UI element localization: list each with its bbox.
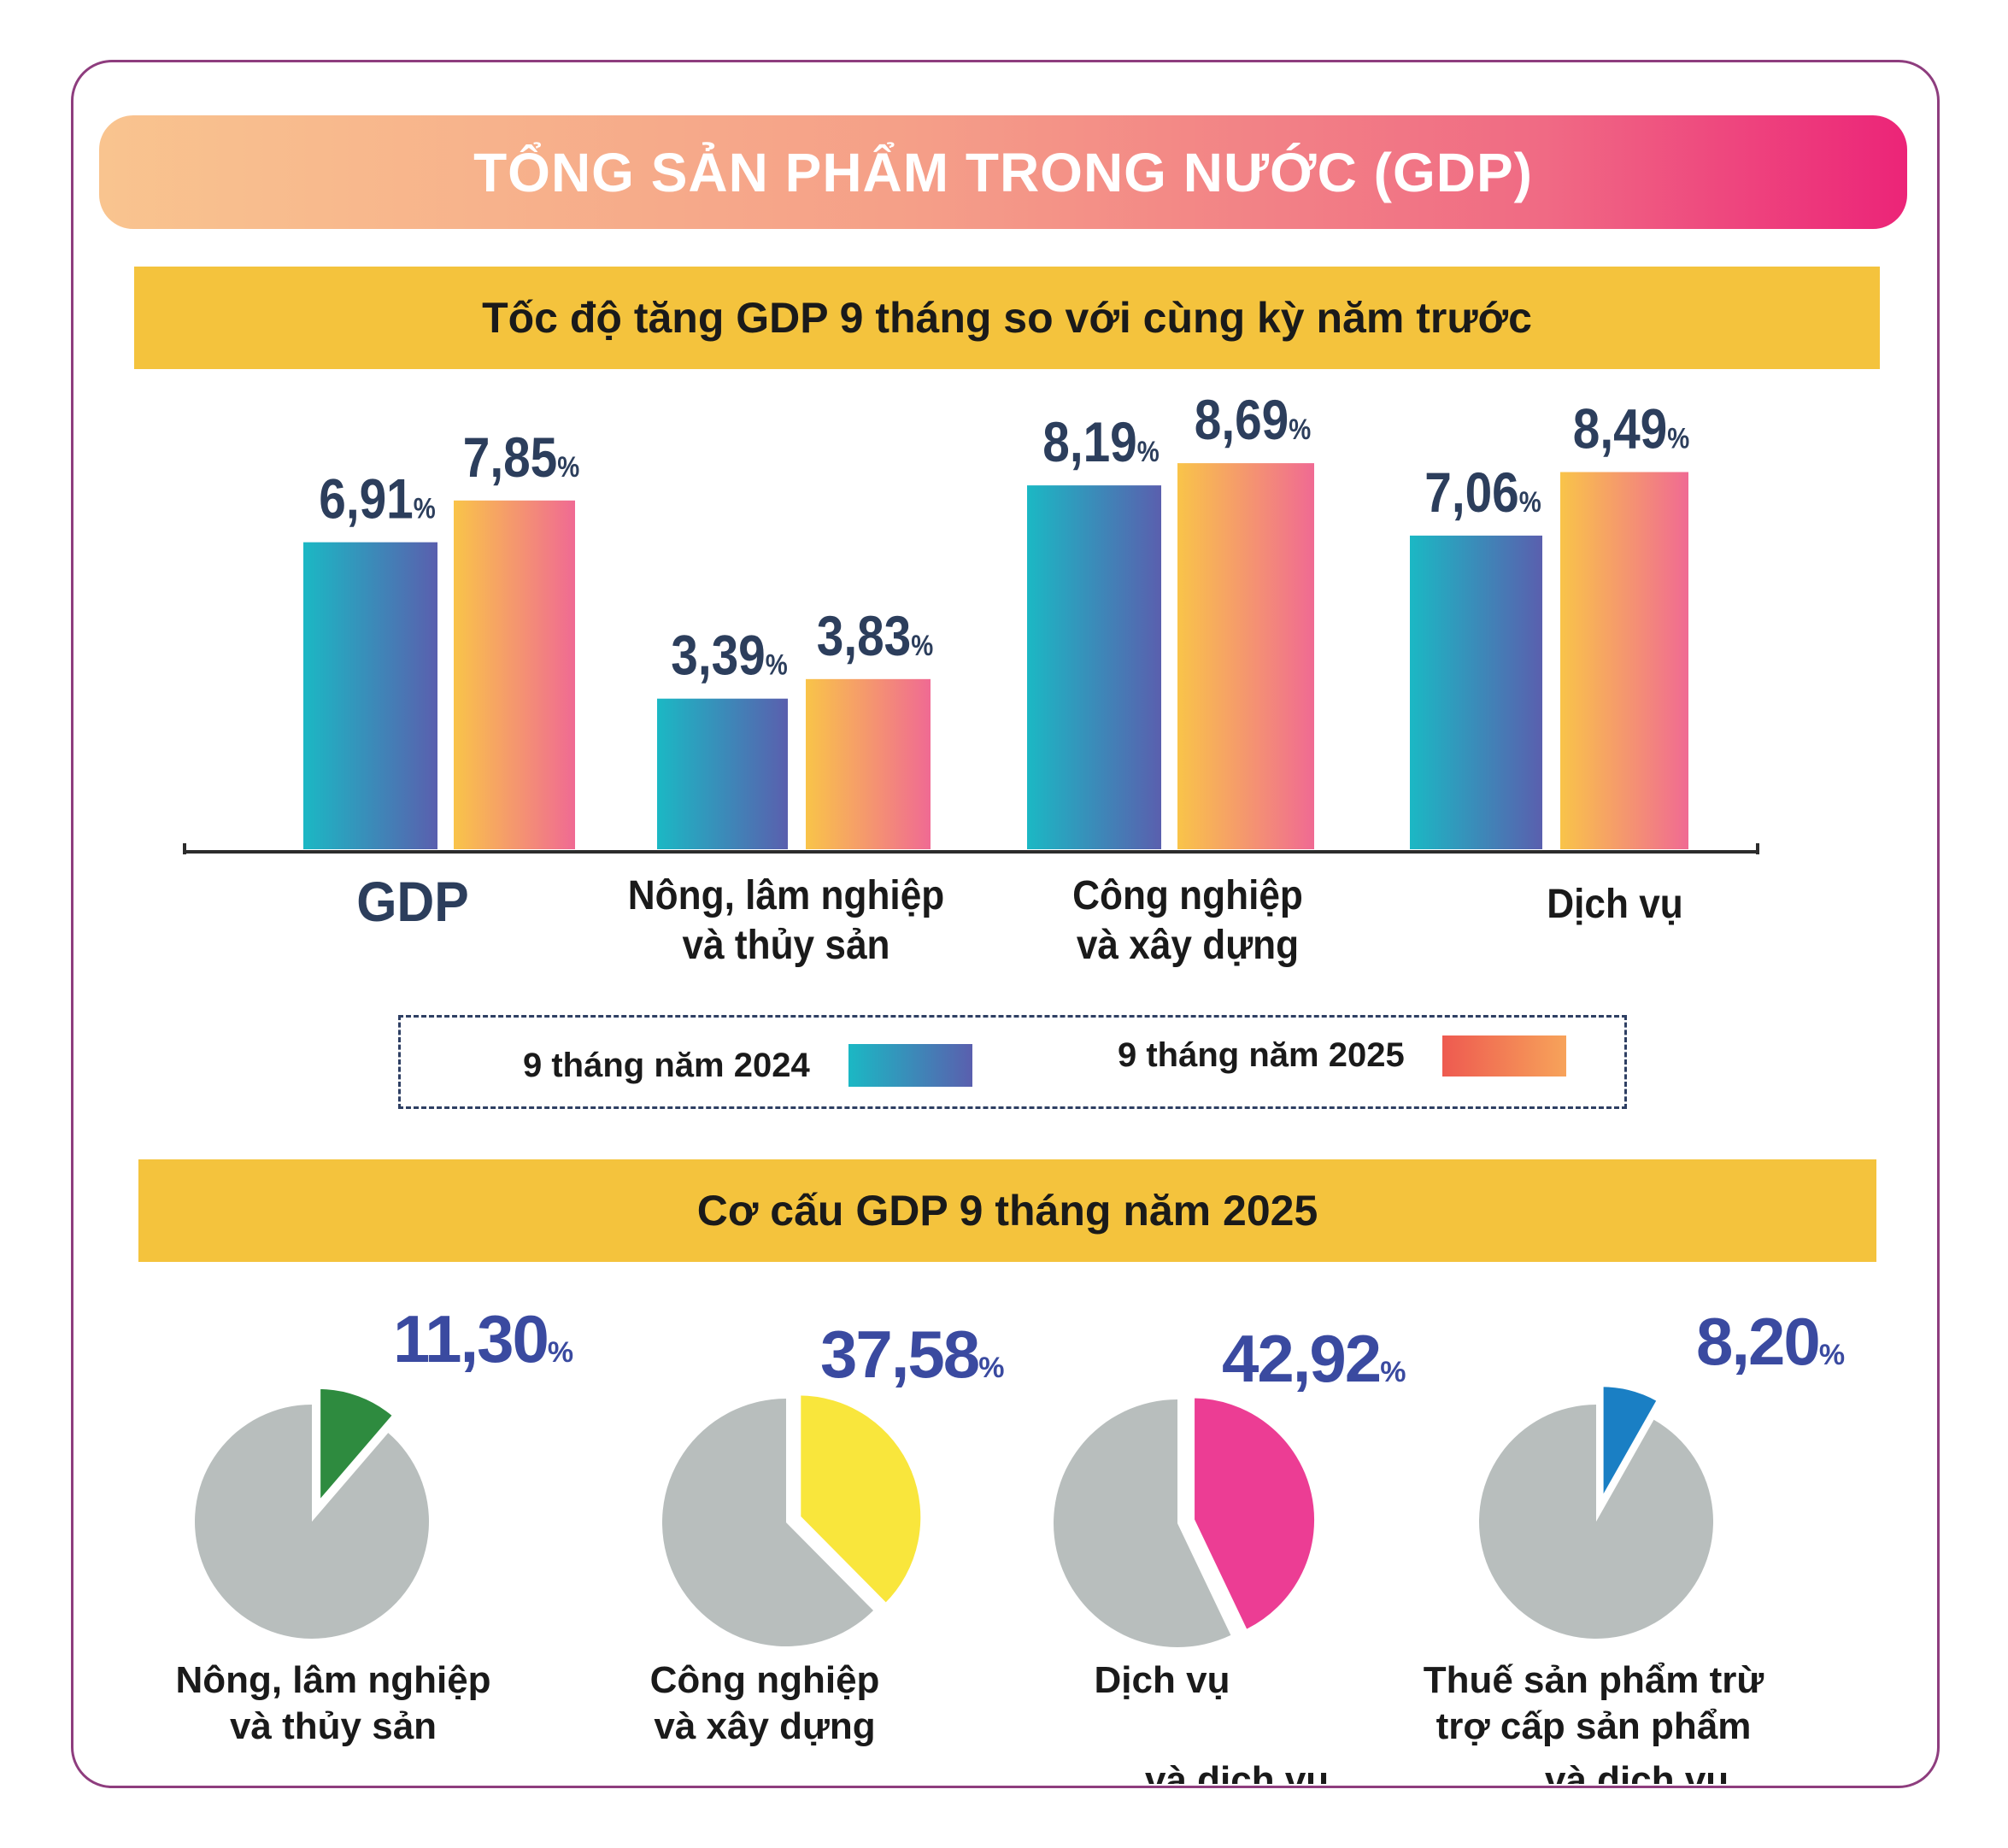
bar-2024-0 xyxy=(303,542,437,849)
pie-category-label: Thuế sản phẩm trừ trợ cấp sản phẩm xyxy=(1423,1659,1764,1747)
pie-slice-0 xyxy=(316,1384,398,1511)
pie-clipped-label: và dịch vụ xyxy=(1545,1762,1729,1784)
title-banner: TỔNG SẢN PHẨM TRONG NƯỚC (GDP) xyxy=(99,115,1907,229)
bar-value-label: 3,83% xyxy=(817,605,933,668)
legend-label-2025: 9 tháng năm 2025 xyxy=(1118,1036,1405,1074)
bar-2025-0 xyxy=(454,500,575,849)
bar-value-label: 7,06% xyxy=(1424,461,1541,525)
bar-chart-title: Tốc độ tăng GDP 9 tháng so với cùng kỳ n… xyxy=(134,267,1880,369)
pie-rest-3 xyxy=(1479,1405,1713,1639)
bar-value-label: 8,49% xyxy=(1573,398,1689,461)
legend-swatch-2024 xyxy=(848,1044,972,1087)
bar-value-label: 3,39% xyxy=(671,625,787,688)
pie-slice-2 xyxy=(1190,1393,1319,1635)
bar-value-label: 8,69% xyxy=(1195,389,1311,452)
pie-category-label: Công nghiệp và xây dựng xyxy=(649,1659,880,1747)
category-label-agriculture: Nông, lâm nghiệp và thủy sản xyxy=(627,873,945,968)
legend xyxy=(398,1015,1627,1109)
category-label-industry: Công nghiệp và xây dựng xyxy=(1072,873,1303,968)
legend-swatch-2025 xyxy=(1442,1035,1566,1077)
pie-slice-3 xyxy=(1599,1382,1663,1511)
pie-value-label: 42,92% xyxy=(1222,1321,1406,1396)
bar-2024-1 xyxy=(657,698,788,849)
pie-chart-title: Cơ cấu GDP 9 tháng năm 2025 xyxy=(138,1159,1876,1262)
pie-slice-1 xyxy=(796,1391,925,1609)
bar-2025-1 xyxy=(806,678,931,849)
pie-rest-1 xyxy=(661,1399,874,1647)
page-title: TỔNG SẢN PHẨM TRONG NƯỚC (GDP) xyxy=(473,141,1533,203)
pie-clipped-label: và dịch vụ xyxy=(1145,1762,1330,1784)
bar-value-label: 6,91% xyxy=(319,468,435,531)
card-frame xyxy=(71,60,1940,1788)
bar-value-label: 8,19% xyxy=(1042,411,1159,474)
bar-2024-2 xyxy=(1027,485,1161,849)
pie-value-label: 11,30% xyxy=(393,1301,574,1376)
bar-2025-3 xyxy=(1560,472,1688,849)
category-label-gdp: GDP xyxy=(356,870,469,933)
bar-2024-3 xyxy=(1410,535,1542,849)
pie-value-label: 37,58% xyxy=(820,1317,1005,1392)
category-label-services: Dịch vụ xyxy=(1547,882,1683,927)
bar-value-label: 7,85% xyxy=(463,426,579,490)
pie-value-label: 8,20% xyxy=(1696,1304,1846,1379)
pie-rest-0 xyxy=(195,1405,430,1639)
legend-label-2024: 9 tháng năm 2024 xyxy=(523,1047,810,1084)
pie-category-label: Dịch vụ xyxy=(1094,1659,1230,1701)
bar-chart: 6,91% 3,39% 8,19% 7,06% 7,85% 3,83% 8,69% 8,49% xyxy=(183,389,1759,854)
pie-rest-2 xyxy=(1054,1399,1231,1648)
bar-2025-2 xyxy=(1177,463,1314,849)
pie-category-label: Nông, lâm nghiệp và thủy sản xyxy=(175,1659,491,1747)
